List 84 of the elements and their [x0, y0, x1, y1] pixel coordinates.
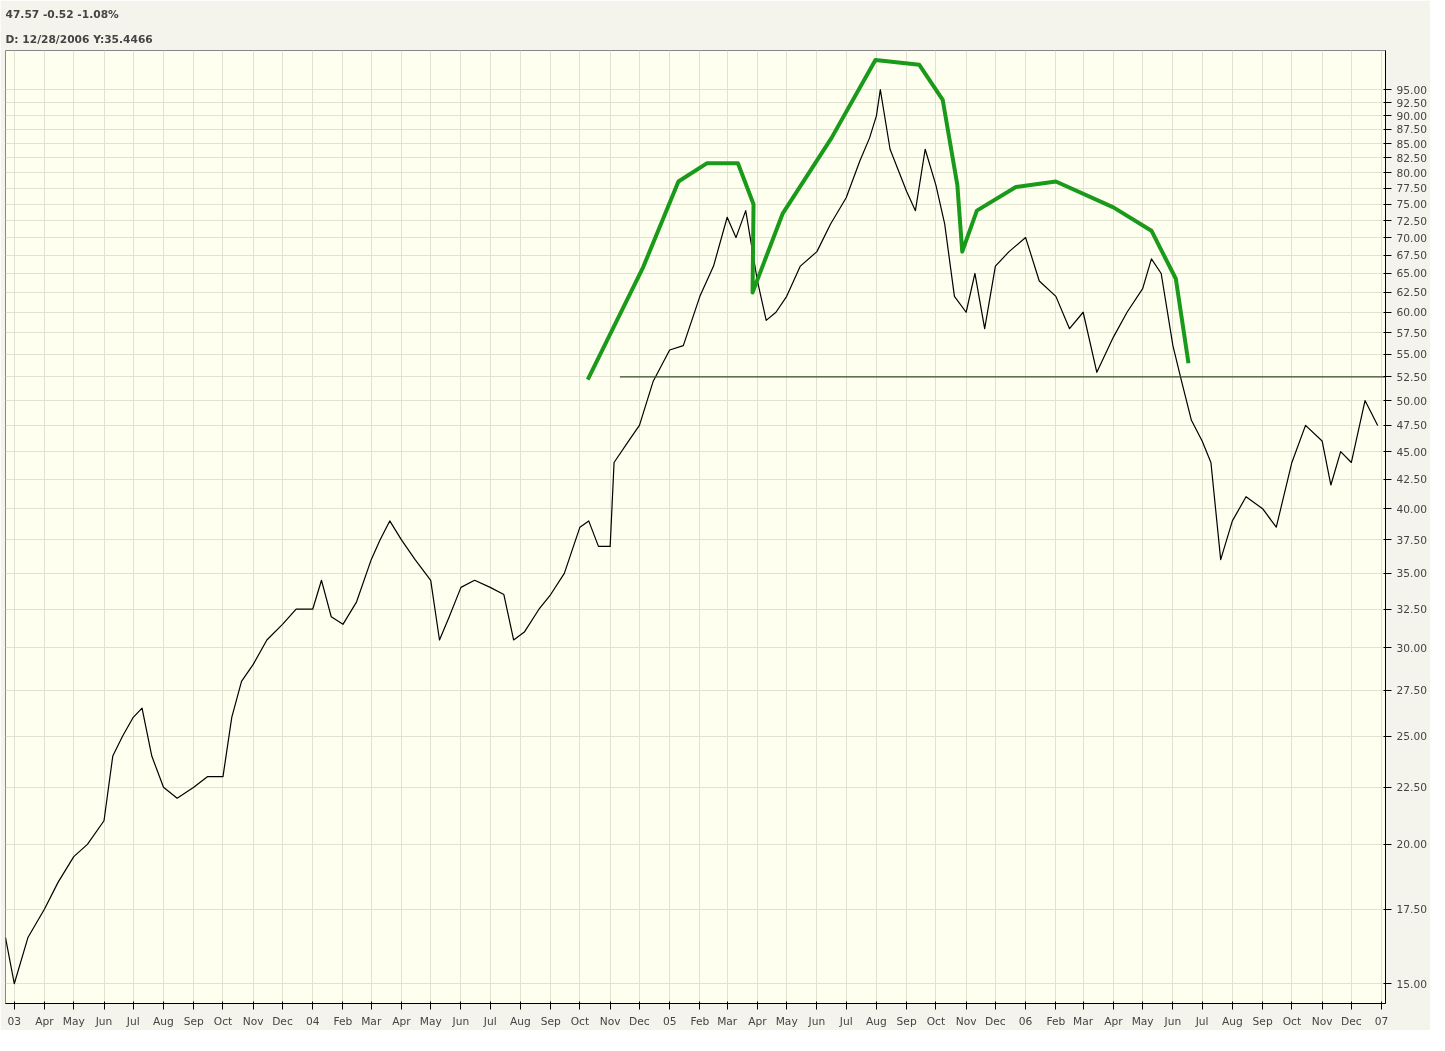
y-tick-label: 35.00	[1396, 567, 1428, 581]
x-tick-label: Apr	[748, 1014, 768, 1028]
x-tick-label: Oct	[926, 1014, 946, 1028]
y-tick-label: 20.00	[1396, 838, 1428, 852]
x-tick-label: Aug	[153, 1014, 174, 1028]
x-tick-label: 07	[1374, 1014, 1389, 1028]
y-tick-label: 30.00	[1396, 641, 1428, 655]
y-tick-label: 77.50	[1396, 182, 1428, 196]
x-tick-label: Feb	[333, 1014, 353, 1028]
x-tick-label: Jul	[125, 1014, 140, 1028]
x-tick-label: Nov	[242, 1014, 264, 1028]
y-tick-label: 17.50	[1396, 903, 1428, 917]
line-series	[585, 58, 1191, 382]
x-tick-label: Jun	[807, 1014, 826, 1028]
x-tick-label: Oct	[213, 1014, 233, 1028]
x-tick-label: Apr	[392, 1014, 412, 1028]
x-tick-label: Feb	[690, 1014, 710, 1028]
y-tick-label: 87.50	[1396, 123, 1428, 137]
y-tick-label: 75.00	[1396, 198, 1428, 212]
x-tick-label: Feb	[1046, 1014, 1066, 1028]
x-tick-label: Jul	[1194, 1014, 1209, 1028]
x-tick-label: May	[419, 1014, 442, 1028]
x-tick-label: Jul	[838, 1014, 853, 1028]
y-tick-label: 80.00	[1396, 166, 1428, 180]
x-tick-label: May	[1131, 1014, 1154, 1028]
x-tick-label: Aug	[1221, 1014, 1243, 1028]
y-tick-label: 27.50	[1396, 684, 1428, 698]
y-tick-label: 45.00	[1396, 445, 1428, 459]
x-tick-label: 06	[1018, 1014, 1033, 1028]
x-tick-label: Dec	[272, 1014, 293, 1028]
x-tick-label: Apr	[1104, 1014, 1124, 1028]
x-tick-label: Oct	[1282, 1014, 1302, 1028]
x-tick-label: Sep	[540, 1014, 561, 1028]
x-tick-label: Mar	[361, 1014, 382, 1028]
x-tick-label: Mar	[717, 1014, 738, 1028]
x-tick-label: 04	[305, 1014, 320, 1028]
x-tick-label: Oct	[570, 1014, 590, 1028]
y-tick-label: 32.50	[1396, 603, 1428, 617]
text: 47.57 -0.52 -1.08%	[5, 7, 120, 21]
x-tick-label: 03	[7, 1014, 22, 1028]
x-tick-label: Mar	[1073, 1014, 1094, 1028]
y-tick-label: 25.00	[1396, 730, 1428, 744]
y-tick-label: 67.50	[1396, 249, 1428, 263]
x-tick-label: 05	[662, 1014, 677, 1028]
y-tick-label: 60.00	[1396, 306, 1428, 320]
y-tick-label: 92.50	[1396, 96, 1428, 110]
x-tick-label: Dec	[1341, 1014, 1362, 1028]
y-tick-label: 15.00	[1396, 977, 1428, 991]
y-tick-label: 57.50	[1396, 326, 1428, 340]
y-tick-label: 65.00	[1396, 267, 1428, 281]
y-tick-label: 52.50	[1396, 370, 1428, 384]
x-tick-label: Nov	[599, 1014, 621, 1028]
x-tick-label: Nov	[955, 1014, 977, 1028]
y-tick-label: 37.50	[1396, 533, 1428, 547]
x-tick-label: Aug	[866, 1014, 887, 1028]
x-tick-label: Dec	[985, 1014, 1006, 1028]
y-tick-label: 62.50	[1396, 286, 1428, 300]
y-tick-label: 22.50	[1396, 781, 1428, 795]
y-tick-label: 47.50	[1396, 419, 1428, 433]
x-tick-label: Jun	[1163, 1014, 1182, 1028]
y-tick-label: 40.00	[1396, 502, 1428, 516]
x-tick-label: Sep	[183, 1014, 204, 1028]
y-tick-label: 55.00	[1396, 348, 1428, 362]
y-tick-label: 90.00	[1396, 109, 1428, 123]
x-tick-label: Jun	[451, 1014, 470, 1028]
x-tick-label: Sep	[896, 1014, 917, 1028]
y-tick-label: 42.50	[1396, 473, 1428, 487]
y-tick-label: 72.50	[1396, 214, 1428, 228]
line-series	[5, 89, 1379, 985]
x-tick-label: Apr	[35, 1014, 55, 1028]
x-tick-label: Nov	[1311, 1014, 1333, 1028]
x-tick-label: May	[775, 1014, 798, 1028]
y-tick-label: 70.00	[1396, 231, 1428, 245]
text: D: 12/28/2006 Y:35.4466	[5, 32, 153, 46]
x-tick-label: Dec	[629, 1014, 650, 1028]
x-tick-label: Jul	[482, 1014, 497, 1028]
x-tick-label: Sep	[1252, 1014, 1273, 1028]
x-tick-label: Aug	[510, 1014, 531, 1028]
x-tick-label: May	[62, 1014, 85, 1028]
y-tick-label: 85.00	[1396, 137, 1428, 151]
y-tick-label: 50.00	[1396, 394, 1428, 408]
y-tick-label: 95.00	[1396, 83, 1428, 97]
x-tick-label: Jun	[94, 1014, 113, 1028]
y-tick-label: 82.50	[1396, 152, 1428, 165]
